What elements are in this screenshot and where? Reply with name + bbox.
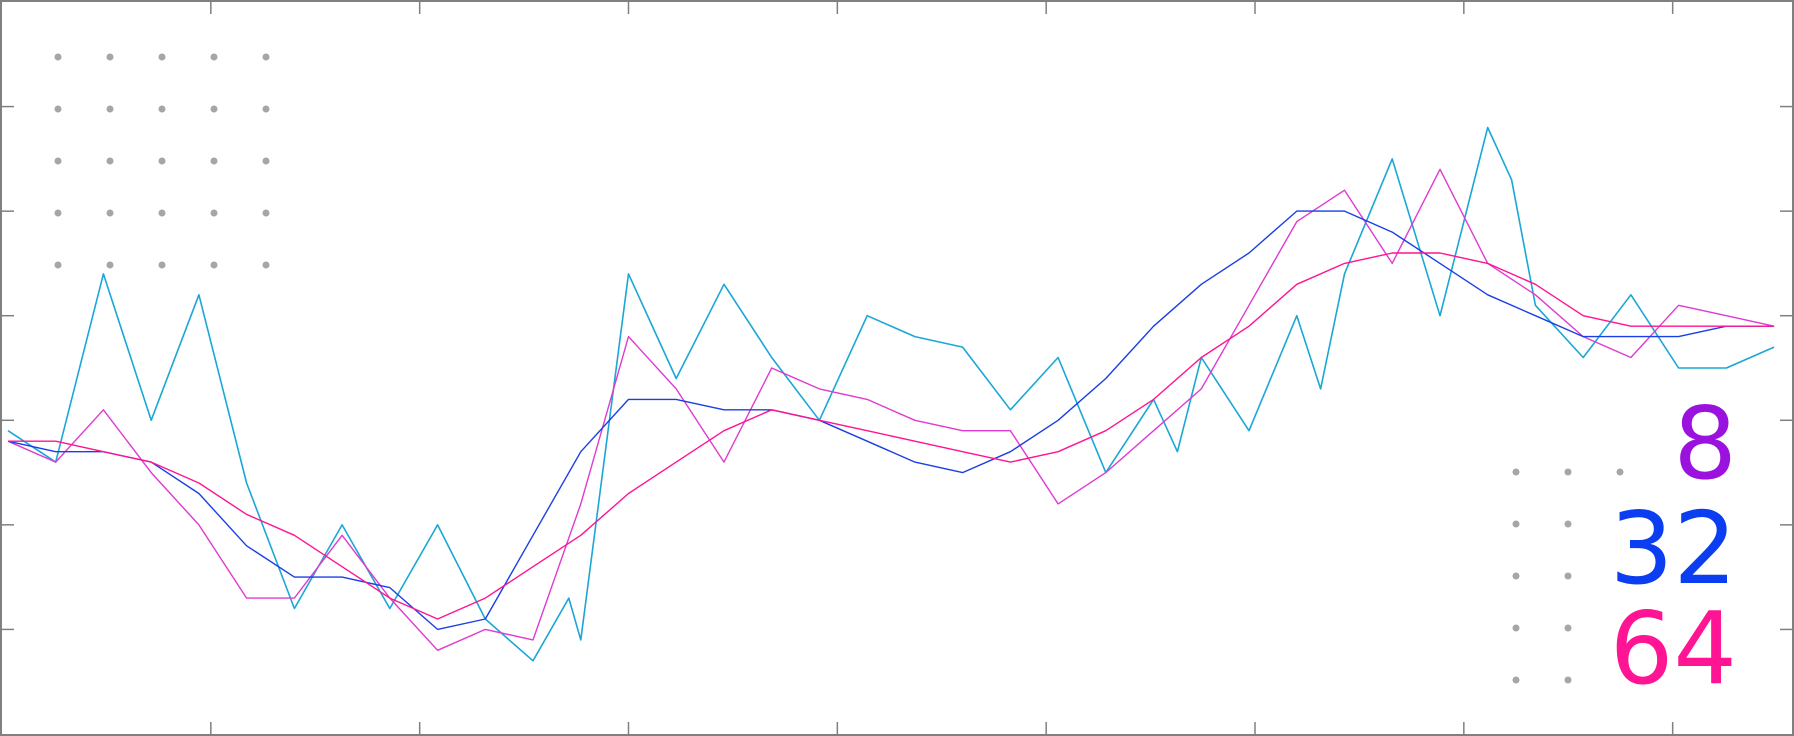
series-line-raw bbox=[7, 126, 1775, 662]
grid-dot bbox=[1512, 676, 1520, 684]
grid-dot bbox=[54, 53, 62, 61]
grid-dot bbox=[210, 53, 218, 61]
grid-dot bbox=[158, 105, 166, 113]
grid-dot bbox=[54, 105, 62, 113]
grid-dot bbox=[1512, 468, 1520, 476]
grid-dot bbox=[54, 209, 62, 217]
grid-dot bbox=[106, 105, 114, 113]
grid-dot bbox=[1564, 624, 1572, 632]
grid-dot bbox=[54, 261, 62, 269]
grid-dot bbox=[106, 261, 114, 269]
dot-grid-decoration bbox=[1512, 468, 1624, 684]
grid-dot bbox=[106, 53, 114, 61]
grid-dot bbox=[158, 157, 166, 165]
grid-dot bbox=[210, 105, 218, 113]
grid-dot bbox=[106, 209, 114, 217]
grid-dot bbox=[158, 209, 166, 217]
grid-dot bbox=[210, 157, 218, 165]
grid-dot bbox=[210, 261, 218, 269]
grid-dot bbox=[210, 209, 218, 217]
grid-dot bbox=[1512, 624, 1520, 632]
legend-label-32: 32 bbox=[1610, 490, 1737, 607]
grid-dot bbox=[1564, 468, 1572, 476]
grid-dot bbox=[262, 53, 270, 61]
grid-dot bbox=[262, 209, 270, 217]
legend-label-8: 8 bbox=[1673, 385, 1737, 502]
dot-grid-decoration bbox=[54, 53, 270, 269]
grid-dot bbox=[262, 157, 270, 165]
grid-dot bbox=[158, 261, 166, 269]
grid-dot bbox=[262, 261, 270, 269]
series-line-8 bbox=[7, 168, 1775, 651]
grid-dot bbox=[1564, 676, 1572, 684]
grid-dot bbox=[1564, 520, 1572, 528]
legend-label-64: 64 bbox=[1610, 590, 1737, 707]
series-line-64 bbox=[8, 252, 1775, 620]
grid-dot bbox=[106, 157, 114, 165]
grid-dot bbox=[1616, 468, 1624, 476]
legend: 8 32 64 bbox=[1610, 385, 1737, 707]
grid-dot bbox=[54, 157, 62, 165]
series-line-32 bbox=[7, 210, 1775, 631]
grid-dot bbox=[158, 53, 166, 61]
series-layer bbox=[7, 126, 1775, 662]
grid-dot bbox=[1512, 572, 1520, 580]
grid-dot bbox=[262, 105, 270, 113]
grid-dot bbox=[1512, 520, 1520, 528]
grid-dot bbox=[1564, 572, 1572, 580]
